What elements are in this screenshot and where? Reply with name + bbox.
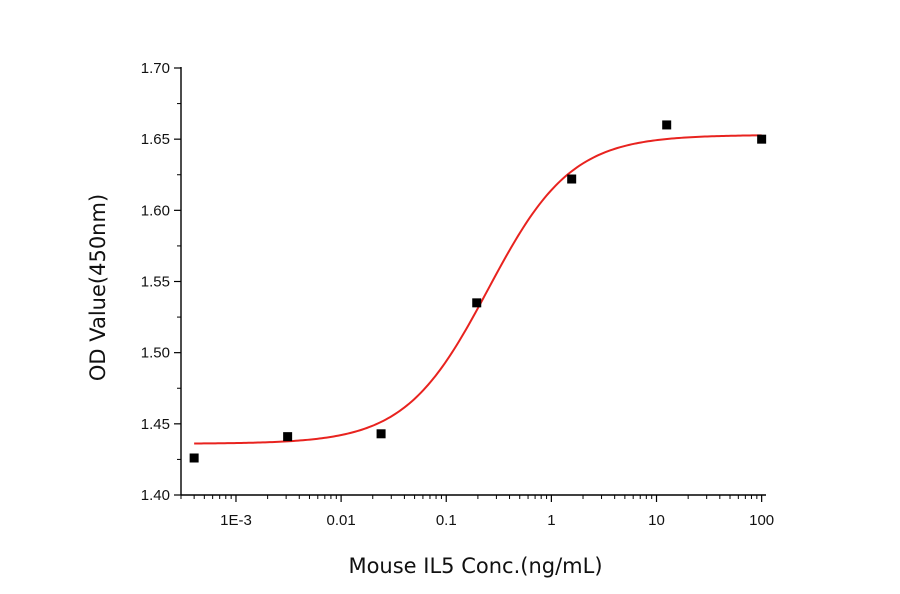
x-tick-label: 1E-3 [220,512,252,529]
x-tick-label: 100 [749,512,774,529]
x-ticks: 1E-3 0.01 0.1 1 10 100 [180,495,774,529]
fit-curve [194,134,762,445]
data-point [757,134,767,144]
x-tick-label: 0.01 [327,512,356,529]
y-tick-label: 1.55 [141,274,170,291]
data-point [472,298,482,308]
y-tick-label: 1.45 [141,416,170,433]
axes [180,67,766,496]
data-point [567,174,577,184]
data-point [283,432,293,442]
data-point [662,120,672,130]
data-point [376,429,386,439]
data-points [189,120,767,463]
y-axis-title: OD Value(450nm) [86,194,110,381]
x-axis-title: Mouse IL5 Conc.(ng/mL) [348,554,602,578]
x-tick-label: 10 [648,512,665,529]
y-tick-label: 1.60 [141,202,170,219]
y-ticks: 1.40 1.45 1.50 1.55 1.60 1.65 1.70 [141,60,181,504]
y-tick-label: 1.65 [141,131,170,148]
data-point [189,453,199,463]
y-tick-label: 1.40 [141,487,170,504]
y-tick-label: 1.70 [141,60,170,77]
x-tick-label: 0.1 [436,512,457,529]
x-tick-label: 1 [547,512,555,529]
y-tick-label: 1.50 [141,345,170,362]
